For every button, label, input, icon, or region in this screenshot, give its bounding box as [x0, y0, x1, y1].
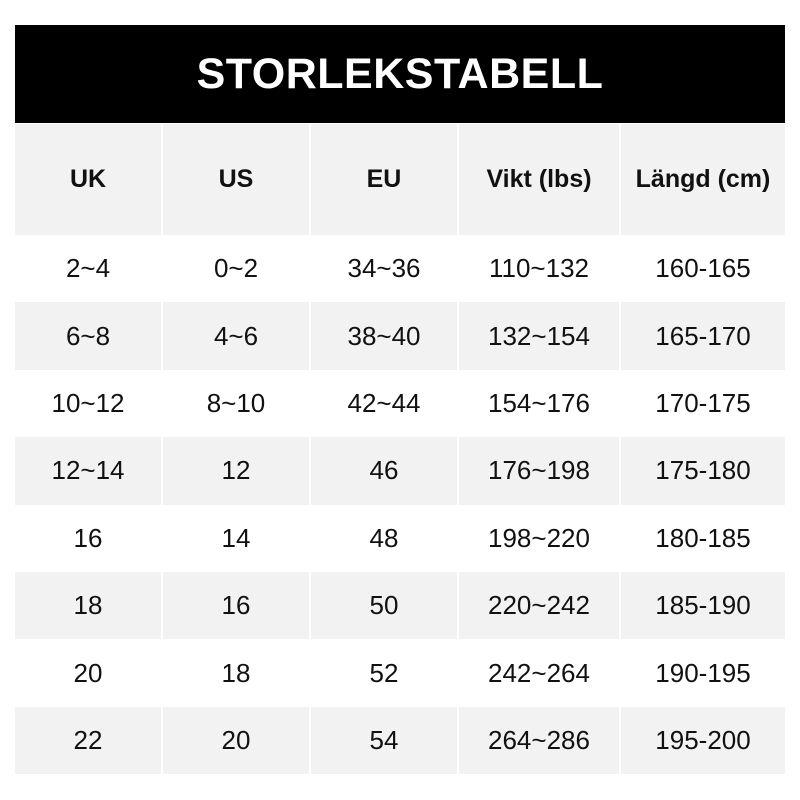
table-cell: 4~6 — [161, 302, 311, 370]
table-cell: 22 — [15, 706, 163, 775]
table-cell: 198~220 — [457, 504, 621, 572]
table-cell: 10~12 — [15, 369, 163, 438]
table-cell: 34~36 — [309, 235, 459, 303]
header-row: UK US EU Vikt (lbs) Längd (cm) — [15, 124, 785, 235]
table-cell: 20 — [15, 639, 163, 707]
table-cell: 154~176 — [457, 369, 621, 438]
table-cell: 195-200 — [619, 706, 785, 775]
table-cell: 264~286 — [457, 706, 621, 775]
column-header: US — [161, 124, 311, 235]
table-cell: 185-190 — [619, 571, 785, 640]
table-cell: 0~2 — [161, 235, 311, 303]
table-row: 18 16 50 220~242 185-190 — [15, 571, 785, 640]
table-cell: 16 — [15, 504, 163, 572]
table-cell: 18 — [161, 639, 311, 707]
chart-title: STORLEKSTABELL — [15, 25, 785, 123]
table-cell: 165-170 — [619, 302, 785, 370]
size-chart: STORLEKSTABELL UK US EU Vikt (lbs) Längd (cm… — [15, 25, 785, 775]
table-row: 16 14 48 198~220 180-185 — [15, 504, 785, 572]
table-row: 10~12 8~10 42~44 154~176 170-175 — [15, 369, 785, 438]
table-cell: 54 — [309, 706, 459, 775]
table-row: 2~4 0~2 34~36 110~132 160-165 — [15, 235, 785, 303]
table-cell: 12 — [161, 437, 311, 505]
table-cell: 132~154 — [457, 302, 621, 370]
table-cell: 52 — [309, 639, 459, 707]
column-header: EU — [309, 124, 459, 235]
table-cell: 46 — [309, 437, 459, 505]
column-header: UK — [15, 124, 163, 235]
table-row: 20 18 52 242~264 190-195 — [15, 639, 785, 707]
table-cell: 176~198 — [457, 437, 621, 505]
table-cell: 50 — [309, 571, 459, 640]
size-table: UK US EU Vikt (lbs) Längd (cm) 2~4 0~2 34~36 11… — [15, 124, 785, 775]
table-cell: 175-180 — [619, 437, 785, 505]
table-cell: 8~10 — [161, 369, 311, 438]
column-header: Längd (cm) — [619, 124, 785, 235]
table-cell: 170-175 — [619, 369, 785, 438]
table-cell: 110~132 — [457, 235, 621, 303]
table-row: 22 20 54 264~286 195-200 — [15, 706, 785, 775]
table-cell: 14 — [161, 504, 311, 572]
table-cell: 190-195 — [619, 639, 785, 707]
table-row: 6~8 4~6 38~40 132~154 165-170 — [15, 302, 785, 370]
table-cell: 160-165 — [619, 235, 785, 303]
table-cell: 242~264 — [457, 639, 621, 707]
table-cell: 48 — [309, 504, 459, 572]
table-cell: 42~44 — [309, 369, 459, 438]
table-cell: 12~14 — [15, 437, 163, 505]
table-cell: 16 — [161, 571, 311, 640]
table-cell: 20 — [161, 706, 311, 775]
table-cell: 6~8 — [15, 302, 163, 370]
table-cell: 2~4 — [15, 235, 163, 303]
table-row: 12~14 12 46 176~198 175-180 — [15, 437, 785, 505]
table-cell: 38~40 — [309, 302, 459, 370]
column-header: Vikt (lbs) — [457, 124, 621, 235]
table-cell: 180-185 — [619, 504, 785, 572]
table-cell: 220~242 — [457, 571, 621, 640]
table-cell: 18 — [15, 571, 163, 640]
